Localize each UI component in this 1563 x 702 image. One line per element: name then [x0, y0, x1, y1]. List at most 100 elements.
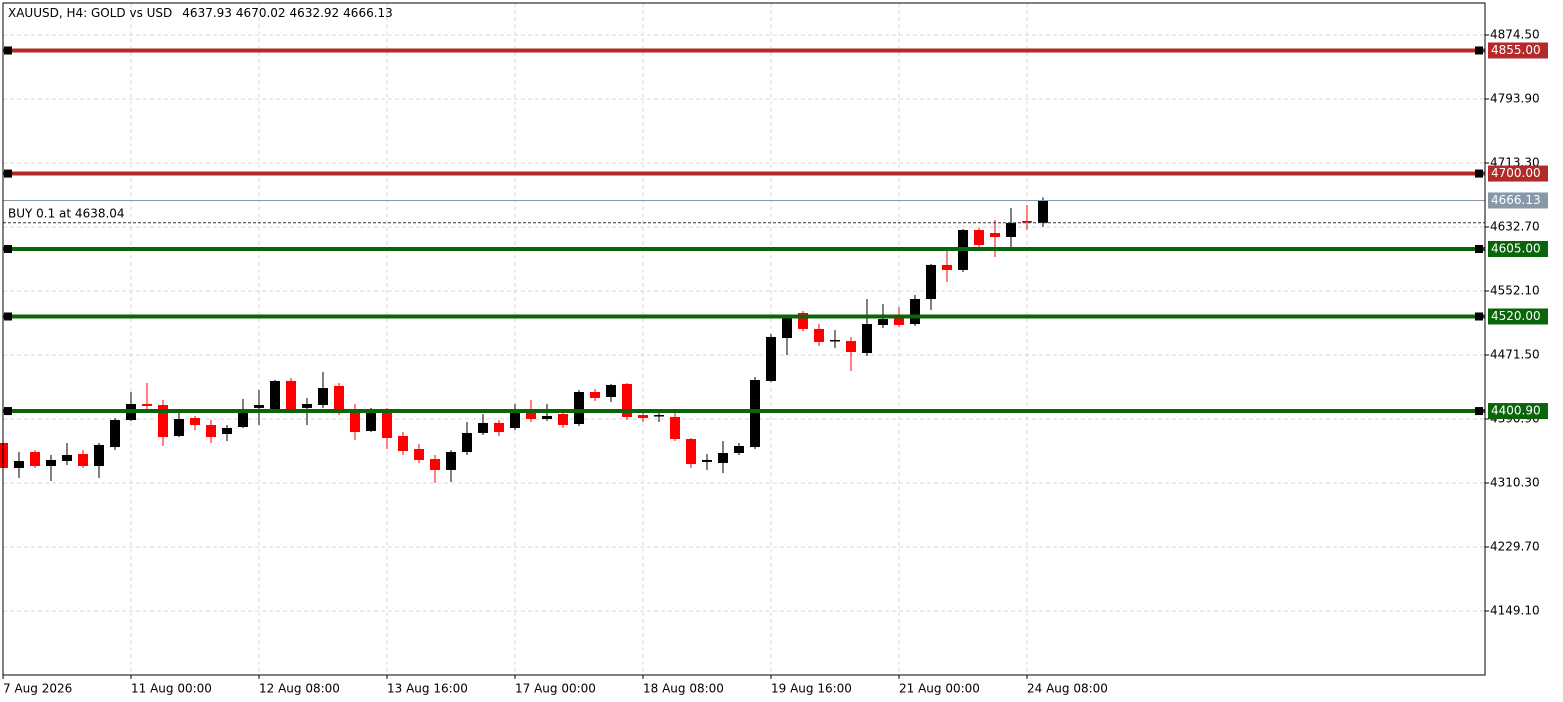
candle-body: [398, 435, 408, 451]
level-label: 4700.00: [1491, 166, 1541, 180]
overlays: 4874.504793.904713.304632.704552.104471.…: [3, 28, 1548, 696]
candle-body: [878, 319, 888, 325]
order-label: BUY 0.1 at 4638.04: [8, 206, 125, 220]
candle-body: [270, 380, 280, 409]
candle-body: [718, 452, 728, 463]
plot-border: [2, 2, 1486, 676]
level-handle: [1475, 169, 1483, 178]
candle-body: [798, 312, 808, 329]
level-handle: [4, 407, 12, 416]
open-value: 4637.93: [182, 6, 232, 20]
level-label: 4520.00: [1491, 309, 1541, 323]
candle-body: [30, 452, 40, 467]
candle-body: [110, 420, 120, 448]
level-box: [1488, 403, 1548, 420]
candle-body: [686, 439, 696, 465]
level-label: 4400.90: [1491, 404, 1541, 418]
candle-body: [510, 412, 520, 428]
candle-body: [462, 432, 472, 453]
candle-body: [46, 459, 56, 467]
candle-body: [286, 380, 296, 409]
level-box: [1488, 165, 1548, 182]
candle-body: [670, 417, 680, 440]
level-handle: [1475, 244, 1483, 253]
candle-body: [158, 405, 168, 438]
candle-body: [174, 419, 184, 436]
high-value: 4670.02: [236, 6, 286, 20]
x-tick-label: 7 Aug 2026: [3, 682, 72, 696]
candle-body: [238, 412, 248, 428]
y-tick-label: 4793.90: [1490, 92, 1540, 106]
candle-body: [190, 417, 200, 426]
candle-body: [0, 442, 8, 468]
candle-body: [318, 388, 328, 406]
candle-body: [78, 454, 88, 467]
candle-body: [1038, 200, 1048, 223]
candle-body: [1006, 223, 1016, 238]
candle-body: [638, 415, 648, 418]
candle-body: [1022, 220, 1032, 223]
candle-body: [894, 314, 904, 325]
candle-body: [206, 425, 216, 438]
low-value: 4632.92: [290, 6, 340, 20]
candle-body: [974, 230, 984, 246]
level-handle: [1475, 407, 1483, 416]
x-tick-label: 24 Aug 08:00: [1027, 682, 1108, 696]
candle-body: [526, 410, 536, 419]
candle-body: [862, 324, 872, 354]
grid: [2, 3, 1489, 679]
candle-body: [14, 461, 24, 468]
candle-body: [782, 316, 792, 339]
candle-body: [494, 422, 504, 433]
candle-body: [94, 444, 104, 467]
level-handle: [4, 46, 12, 55]
candle-body: [910, 299, 920, 325]
candle-body: [846, 341, 856, 352]
candle-body: [334, 385, 344, 413]
candle-body: [766, 336, 776, 381]
candle-body: [302, 403, 312, 408]
candle-body: [574, 392, 584, 425]
chart-title: XAUUSD, H4: GOLD vs USD 4637.93 4670.02 463…: [8, 6, 393, 20]
candle-body: [382, 410, 392, 438]
level-box: [1488, 308, 1548, 325]
y-tick-label: 4149.10: [1490, 604, 1540, 618]
candle-body: [142, 403, 152, 406]
x-tick-label: 12 Aug 08:00: [259, 682, 340, 696]
x-tick-label: 11 Aug 00:00: [131, 682, 212, 696]
y-tick-label: 4632.70: [1490, 220, 1540, 234]
candle-body: [926, 264, 936, 300]
y-tick-label: 4310.30: [1490, 476, 1540, 490]
level-box: [1488, 240, 1548, 257]
candle-body: [590, 392, 600, 398]
candle-body: [222, 427, 232, 435]
candle-body: [750, 380, 760, 448]
y-tick-label: 4552.10: [1490, 284, 1540, 298]
candle-body: [830, 339, 840, 342]
candle-body: [478, 422, 488, 433]
x-tick-label: 19 Aug 16:00: [771, 682, 852, 696]
candle-body: [558, 413, 568, 426]
level-box: [1488, 42, 1548, 59]
candle-body: [62, 454, 72, 462]
candle-body: [990, 233, 1000, 238]
candle-body: [430, 459, 440, 470]
candle-body: [702, 459, 712, 462]
current-price-label: 4666.13: [1491, 193, 1541, 207]
current-price-box: [1488, 192, 1548, 209]
level-handle: [1475, 46, 1483, 55]
candle-body: [366, 410, 376, 431]
title: XAUUSD, H4: GOLD vs USD: [8, 6, 172, 20]
x-tick-label: 17 Aug 00:00: [515, 682, 596, 696]
level-label: 4855.00: [1491, 43, 1541, 57]
y-tick-label: 4229.70: [1490, 540, 1540, 554]
candle-body: [942, 264, 952, 270]
candle-body: [814, 328, 824, 342]
candle-body: [734, 445, 744, 453]
candle-body: [414, 449, 424, 460]
x-tick-label: 21 Aug 00:00: [899, 682, 980, 696]
x-tick-label: 13 Aug 16:00: [387, 682, 468, 696]
level-label: 4605.00: [1491, 241, 1541, 255]
level-handle: [4, 312, 12, 321]
